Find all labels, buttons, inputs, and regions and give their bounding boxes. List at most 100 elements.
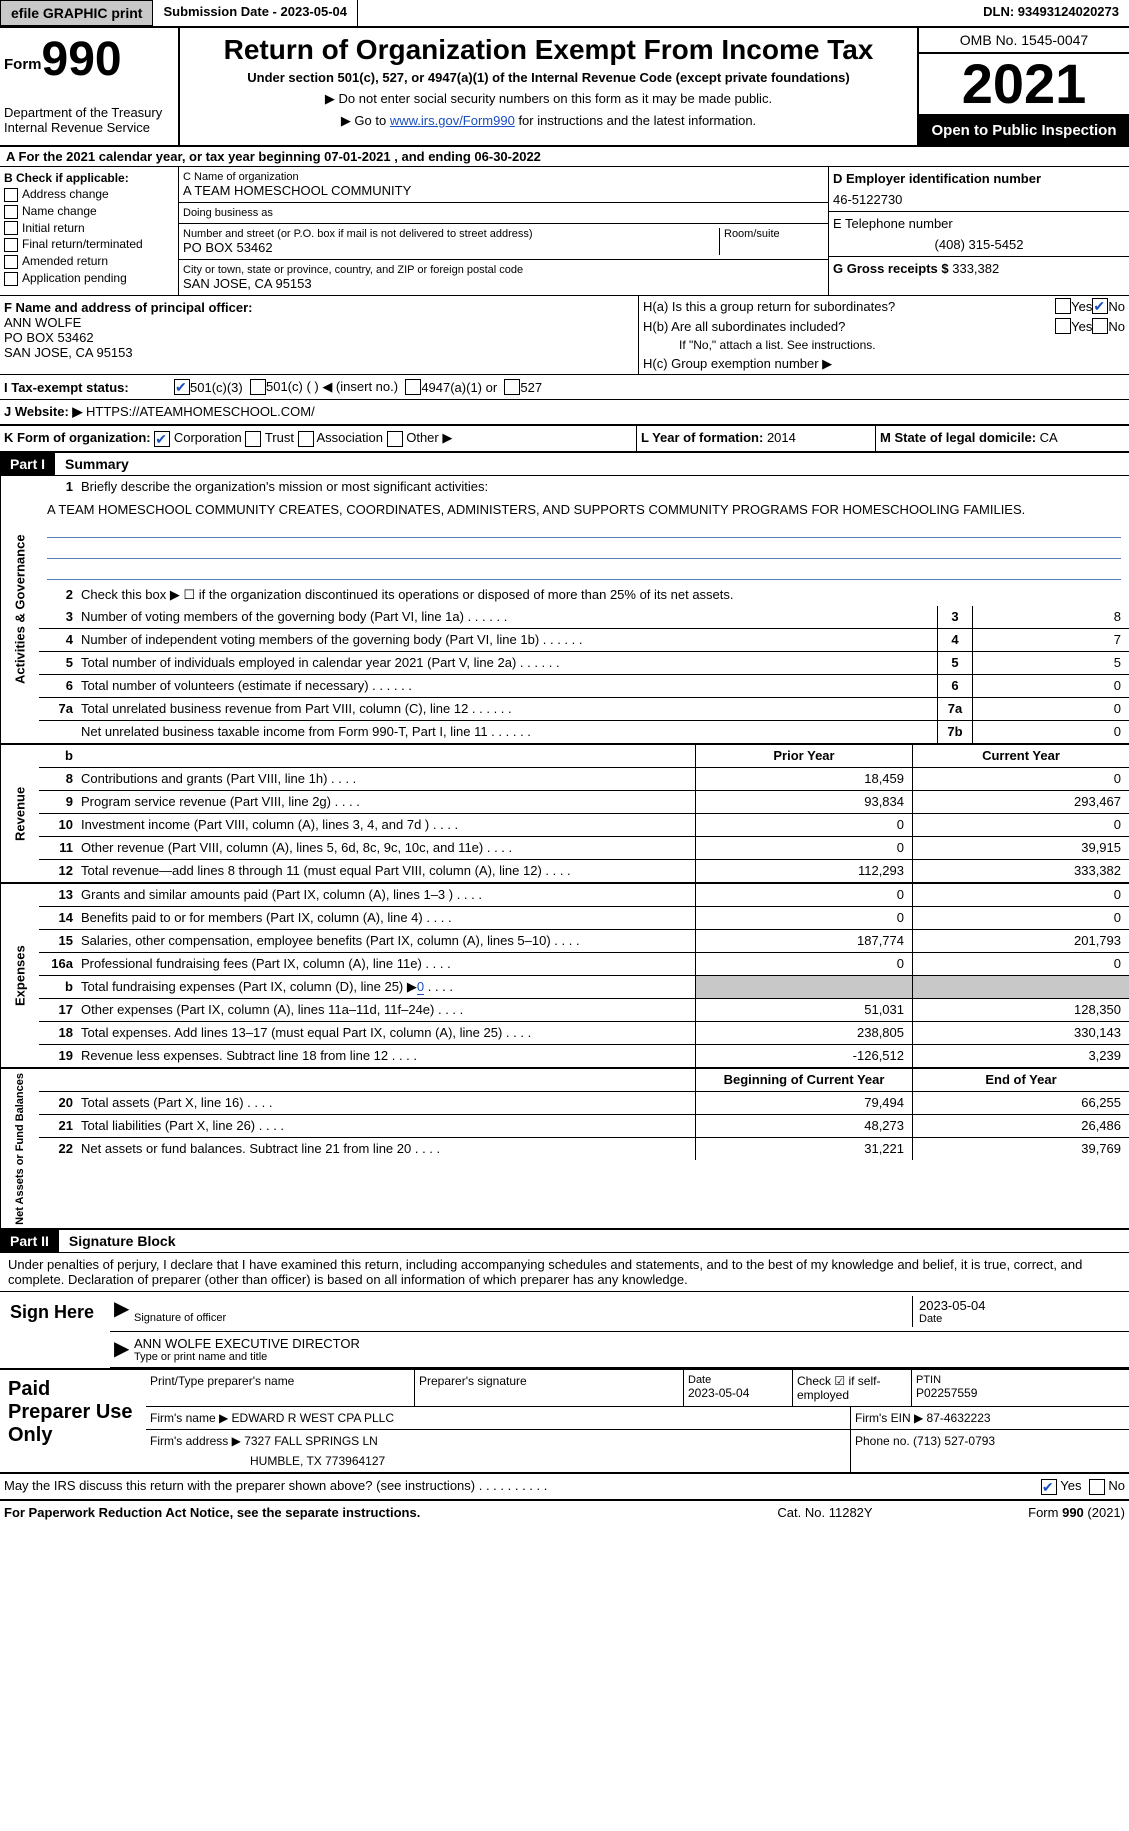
summary-row-curr: 39,769 [912,1138,1129,1160]
prep-date: 2023-05-04 [688,1386,788,1400]
chk-assoc[interactable] [298,431,314,447]
year-formation: 2014 [767,430,796,445]
col-hdr-curr: Current Year [912,745,1129,767]
summary-row-curr [912,976,1129,998]
irs-discuss-yes[interactable] [1041,1479,1057,1495]
checkbox-final-return[interactable] [4,238,18,252]
gross-label: G Gross receipts $ [833,261,952,276]
mission-text: A TEAM HOMESCHOOL COMMUNITY CREATES, COO… [47,502,1121,517]
efile-print-button[interactable]: efile GRAPHIC print [0,0,153,26]
chk-other[interactable] [387,431,403,447]
summary-row-prior: -126,512 [695,1045,912,1067]
firm-phone: Phone no. (713) 527-0793 [851,1430,1129,1472]
gross: 333,382 [952,261,999,276]
state-domicile: CA [1040,430,1058,445]
irs-label: Internal Revenue Service [4,120,174,135]
preparer-sig-label: Preparer's signature [415,1370,684,1406]
checkbox-initial-return[interactable] [4,221,18,235]
year-formation-label: L Year of formation: [641,430,767,445]
summary-row-curr: 0 [912,768,1129,790]
ein: 46-5122730 [833,192,1125,207]
firm-ein: Firm's EIN ▶ 87-4632223 [851,1407,1129,1429]
open-inspection: Open to Public Inspection [919,116,1129,145]
form-label: Form [4,56,42,73]
row-a-calendar-year: A For the 2021 calendar year, or tax yea… [0,147,1129,167]
chk-corp[interactable] [154,431,170,447]
footer-left: For Paperwork Reduction Act Notice, see … [4,1505,725,1520]
summary-row-desc: Revenue less expenses. Subtract line 18 … [77,1046,695,1065]
irs-link[interactable]: www.irs.gov/Form990 [390,113,515,128]
summary-row-val: 0 [973,698,1129,720]
firm-addr-label: Firm's address ▶ [150,1434,244,1448]
dln: DLN: 93493124020273 [973,0,1129,26]
city: SAN JOSE, CA 95153 [183,276,523,291]
part-i-title: Summary [55,453,139,475]
summary-row-curr: 0 [912,907,1129,929]
summary-row-desc: Total revenue—add lines 8 through 11 (mu… [77,861,695,880]
tax-status-label: I Tax-exempt status: [4,380,174,395]
checkbox-amended[interactable] [4,255,18,269]
summary-row-prior: 48,273 [695,1115,912,1137]
officer-label: F Name and address of principal officer: [4,300,634,315]
summary-row-prior: 0 [695,953,912,975]
q2-label: Check this box ▶ ☐ if the organization d… [77,585,1129,605]
phone: (408) 315-5452 [833,237,1125,252]
vert-net-assets: Net Assets or Fund Balances [0,1069,39,1229]
summary-row-val: 8 [973,606,1129,628]
checkbox-address-change[interactable] [4,188,18,202]
vert-expenses: Expenses [0,884,39,1067]
website-label: J Website: ▶ [4,404,86,419]
form-subtitle-3: ▶ Go to www.irs.gov/Form990 for instruct… [188,113,909,129]
summary-row-num: 6 [937,675,973,697]
summary-row-desc: Other expenses (Part IX, column (A), lin… [77,1000,695,1019]
arrow-icon: ▶ [114,1336,134,1363]
summary-row-prior: 0 [695,884,912,906]
submission-date: Submission Date - 2023-05-04 [153,0,358,26]
summary-row-num: 4 [937,629,973,651]
ha-no-checkbox[interactable] [1092,298,1108,314]
summary-row-prior [695,976,912,998]
ha-yes-checkbox[interactable] [1055,298,1071,314]
summary-row-curr: 26,486 [912,1115,1129,1137]
checkbox-pending[interactable] [4,272,18,286]
irs-discuss-no[interactable] [1089,1479,1105,1495]
chk-501c3[interactable] [174,379,190,395]
summary-row-desc: Salaries, other compensation, employee b… [77,931,695,950]
vert-activities-governance: Activities & Governance [0,476,39,743]
hb-label: H(b) Are all subordinates included? [643,319,1055,334]
form-subtitle-1: Under section 501(c), 527, or 4947(a)(1)… [188,70,909,85]
chk-trust[interactable] [245,431,261,447]
summary-row-prior: 18,459 [695,768,912,790]
summary-row-num: 7a [937,698,973,720]
summary-row-desc: Total assets (Part X, line 16) . . . . [77,1093,695,1112]
section-b: B Check if applicable: Address change Na… [0,167,179,295]
summary-row-curr: 128,350 [912,999,1129,1021]
chk-527[interactable] [504,379,520,395]
preparer-name-label: Print/Type preparer's name [146,1370,415,1406]
summary-row-desc: Program service revenue (Part VIII, line… [77,792,695,811]
name-title-label: Type or print name and title [134,1351,1125,1363]
summary-row-prior: 31,221 [695,1138,912,1160]
section-b-label: B Check if applicable: [4,171,174,185]
summary-row-val: 5 [973,652,1129,674]
hb-no-checkbox[interactable] [1092,318,1108,334]
summary-row-curr: 293,467 [912,791,1129,813]
col-hdr-beginning: Beginning of Current Year [695,1069,912,1091]
form-number: 990 [42,33,122,86]
signature-declaration: Under penalties of perjury, I declare th… [0,1253,1129,1291]
chk-4947[interactable] [405,379,421,395]
summary-row-prior: 187,774 [695,930,912,952]
summary-row-prior: 51,031 [695,999,912,1021]
checkbox-name-change[interactable] [4,205,18,219]
mission-line [47,519,1121,538]
arrow-icon: ▶ [114,1296,134,1327]
irs-discuss-label: May the IRS discuss this return with the… [4,1478,1041,1495]
summary-row-desc: Other revenue (Part VIII, column (A), li… [77,838,695,857]
chk-501c[interactable] [250,379,266,395]
summary-row-desc: Number of independent voting members of … [77,630,937,649]
officer-addr2: SAN JOSE, CA 95153 [4,345,634,360]
sig-officer-label: Signature of officer [134,1312,912,1324]
hb-yes-checkbox[interactable] [1055,318,1071,334]
summary-row-curr: 0 [912,884,1129,906]
form-title: Return of Organization Exempt From Incom… [188,34,909,66]
